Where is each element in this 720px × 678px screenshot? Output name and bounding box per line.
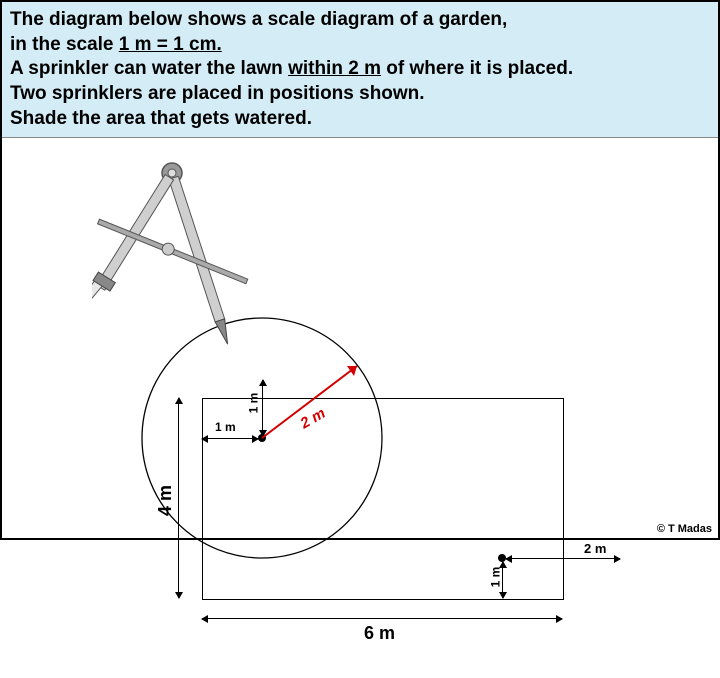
line3a: A sprinkler can water the lawn [10,58,288,79]
line4: Two sprinklers are placed in positions s… [10,83,425,104]
line1: The diagram below shows a scale diagram … [10,9,507,30]
diagram: 4 m 6 m 1 m 1 m 2 m 2 m 1 m [2,138,718,458]
copyright: © T Madas [657,523,712,535]
line5: Shade the area that gets watered. [10,108,312,129]
sprinkler2-x-label: 2 m [584,541,606,556]
sprinkler1-circle [2,138,720,678]
line3b: within 2 m [288,58,381,79]
sprinkler2-y-label: 1 m [488,567,502,588]
line2b: 1 m = 1 cm. [119,34,222,55]
line3c: of where it is placed. [381,58,573,79]
line2a: in the scale [10,34,119,55]
problem-text: The diagram below shows a scale diagram … [2,2,718,138]
sprinkler2-x-arrow [506,558,620,559]
